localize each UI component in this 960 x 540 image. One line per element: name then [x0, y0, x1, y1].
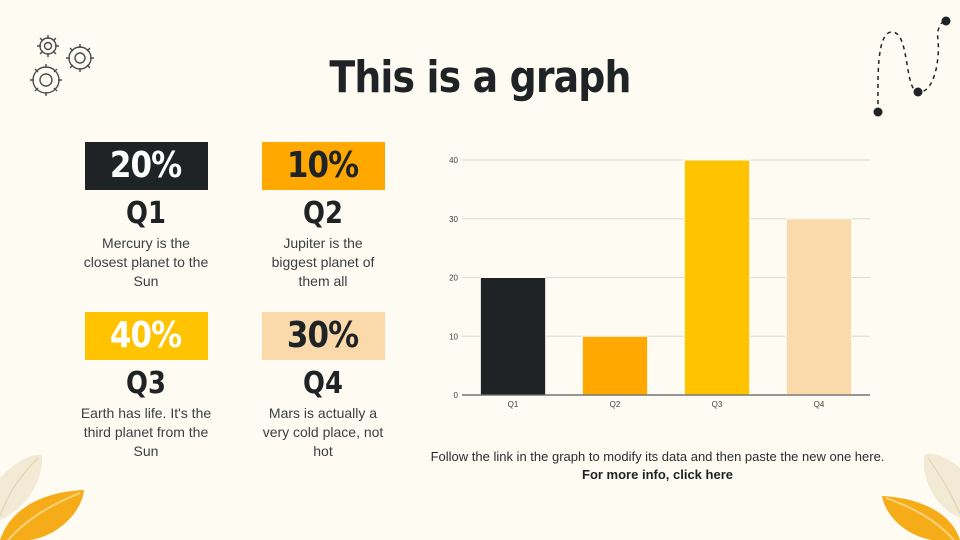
x-tick-label: Q4 — [814, 400, 825, 409]
quarter-label: Q1 — [126, 196, 166, 231]
quarter-label: Q2 — [303, 196, 343, 231]
quarter-label: Q4 — [303, 366, 343, 401]
y-tick-label: 30 — [449, 215, 458, 224]
x-tick-label: Q2 — [610, 400, 621, 409]
bar-q3[interactable] — [683, 159, 751, 396]
bar-q4[interactable] — [785, 218, 853, 396]
gears-icon — [30, 35, 94, 96]
percent-value: 30% — [287, 315, 359, 356]
y-tick-label: 0 — [454, 391, 459, 400]
y-tick-label: 10 — [449, 332, 458, 341]
slide-title: This is a graph — [329, 52, 631, 103]
chart-note: Follow the link in the graph to modify i… — [430, 448, 885, 484]
leaves-right-icon — [882, 453, 960, 540]
y-tick-label: 20 — [449, 274, 458, 283]
stat-block-q2: 10% Q2 Jupiter is the biggest planet of … — [233, 142, 413, 291]
leaves-left-icon — [0, 454, 84, 540]
bar-q2[interactable] — [581, 335, 649, 396]
percent-badge: 20% — [84, 142, 208, 190]
bar-q1[interactable] — [479, 277, 547, 396]
quarter-label: Q3 — [126, 366, 166, 401]
stat-block-q3: 40% Q3 Earth has life. It's the third pl… — [56, 312, 236, 461]
percent-value: 40% — [110, 315, 182, 356]
stat-block-q4: 30% Q4 Mars is actually a very cold plac… — [233, 312, 413, 461]
percent-badge: 10% — [261, 142, 385, 190]
percent-value: 10% — [287, 145, 359, 186]
percent-value: 20% — [110, 145, 182, 186]
quarter-description: Jupiter is the biggest planet of them al… — [271, 235, 375, 289]
quarter-description: Mars is actually a very cold place, not … — [262, 405, 384, 459]
percent-badge: 40% — [84, 312, 208, 360]
note-text: Follow the link in the graph to modify i… — [430, 449, 885, 464]
y-tick-label: 40 — [449, 156, 458, 165]
dotted-path-icon — [873, 16, 951, 117]
bar-chart[interactable]: 0 10 20 30 40 Q1 Q2 Q3 Q4 — [430, 140, 890, 420]
quarter-description: Earth has life. It's the third planet fr… — [80, 405, 212, 459]
x-tick-label: Q1 — [508, 400, 519, 409]
quarter-description: Mercury is the closest planet to the Sun — [83, 235, 209, 289]
percent-badge: 30% — [261, 312, 385, 360]
stat-block-q1: 20% Q1 Mercury is the closest planet to … — [56, 142, 236, 291]
more-info-link[interactable]: For more info, click here — [582, 467, 733, 482]
x-tick-label: Q3 — [712, 400, 723, 409]
